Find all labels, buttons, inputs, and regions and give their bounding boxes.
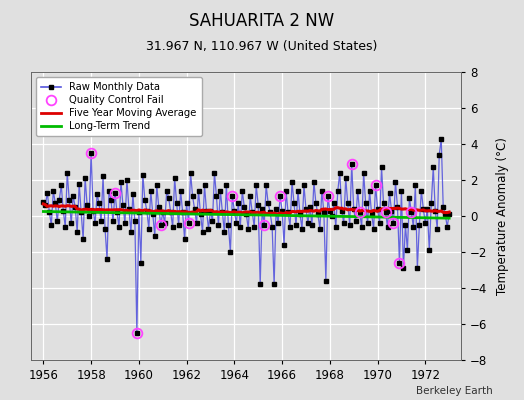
Text: Berkeley Earth: Berkeley Earth [416,386,493,396]
Y-axis label: Temperature Anomaly (°C): Temperature Anomaly (°C) [496,137,509,295]
Text: SAHUARITA 2 NW: SAHUARITA 2 NW [189,12,335,30]
Legend: Raw Monthly Data, Quality Control Fail, Five Year Moving Average, Long-Term Tren: Raw Monthly Data, Quality Control Fail, … [37,77,202,136]
Text: 31.967 N, 110.967 W (United States): 31.967 N, 110.967 W (United States) [146,40,378,53]
